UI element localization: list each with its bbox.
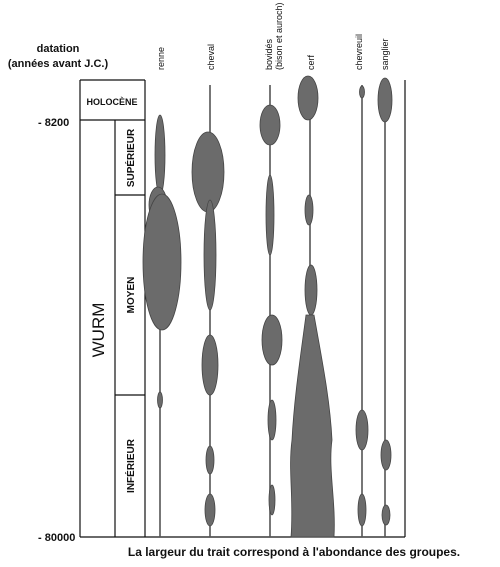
period-label: SUPÉRIEUR xyxy=(124,128,137,187)
spindle-bovides xyxy=(259,85,283,537)
species-label: renne xyxy=(156,47,166,70)
species-label: cerf xyxy=(306,54,316,70)
axis-subtitle: (années avant J.C.) xyxy=(8,58,109,70)
time-label: - 8200 xyxy=(38,117,69,129)
period-label: WURM xyxy=(89,303,108,358)
caption: La largeur du trait correspond à l'abond… xyxy=(128,545,460,559)
species-label: bovidés xyxy=(264,38,274,70)
spindle-cheval xyxy=(191,85,225,537)
spindle-chevreuil xyxy=(355,85,369,537)
period-label: MOYEN xyxy=(126,277,137,314)
time-label: - 80000 xyxy=(38,532,75,544)
axis-title: datation xyxy=(37,43,80,55)
frame xyxy=(79,79,406,538)
spindle-sanglier xyxy=(377,77,393,537)
spindle-cerf xyxy=(290,75,335,538)
spindle-renne xyxy=(142,114,182,537)
species-sublabel: (bison et auroch) xyxy=(274,2,284,70)
species-label: sanglier xyxy=(380,38,390,70)
period-label: INFÉRIEUR xyxy=(124,438,137,493)
species-label: cheval xyxy=(206,44,216,70)
period-label: HOLOCÈNE xyxy=(86,97,137,107)
species-label: chevreuil xyxy=(354,34,364,70)
